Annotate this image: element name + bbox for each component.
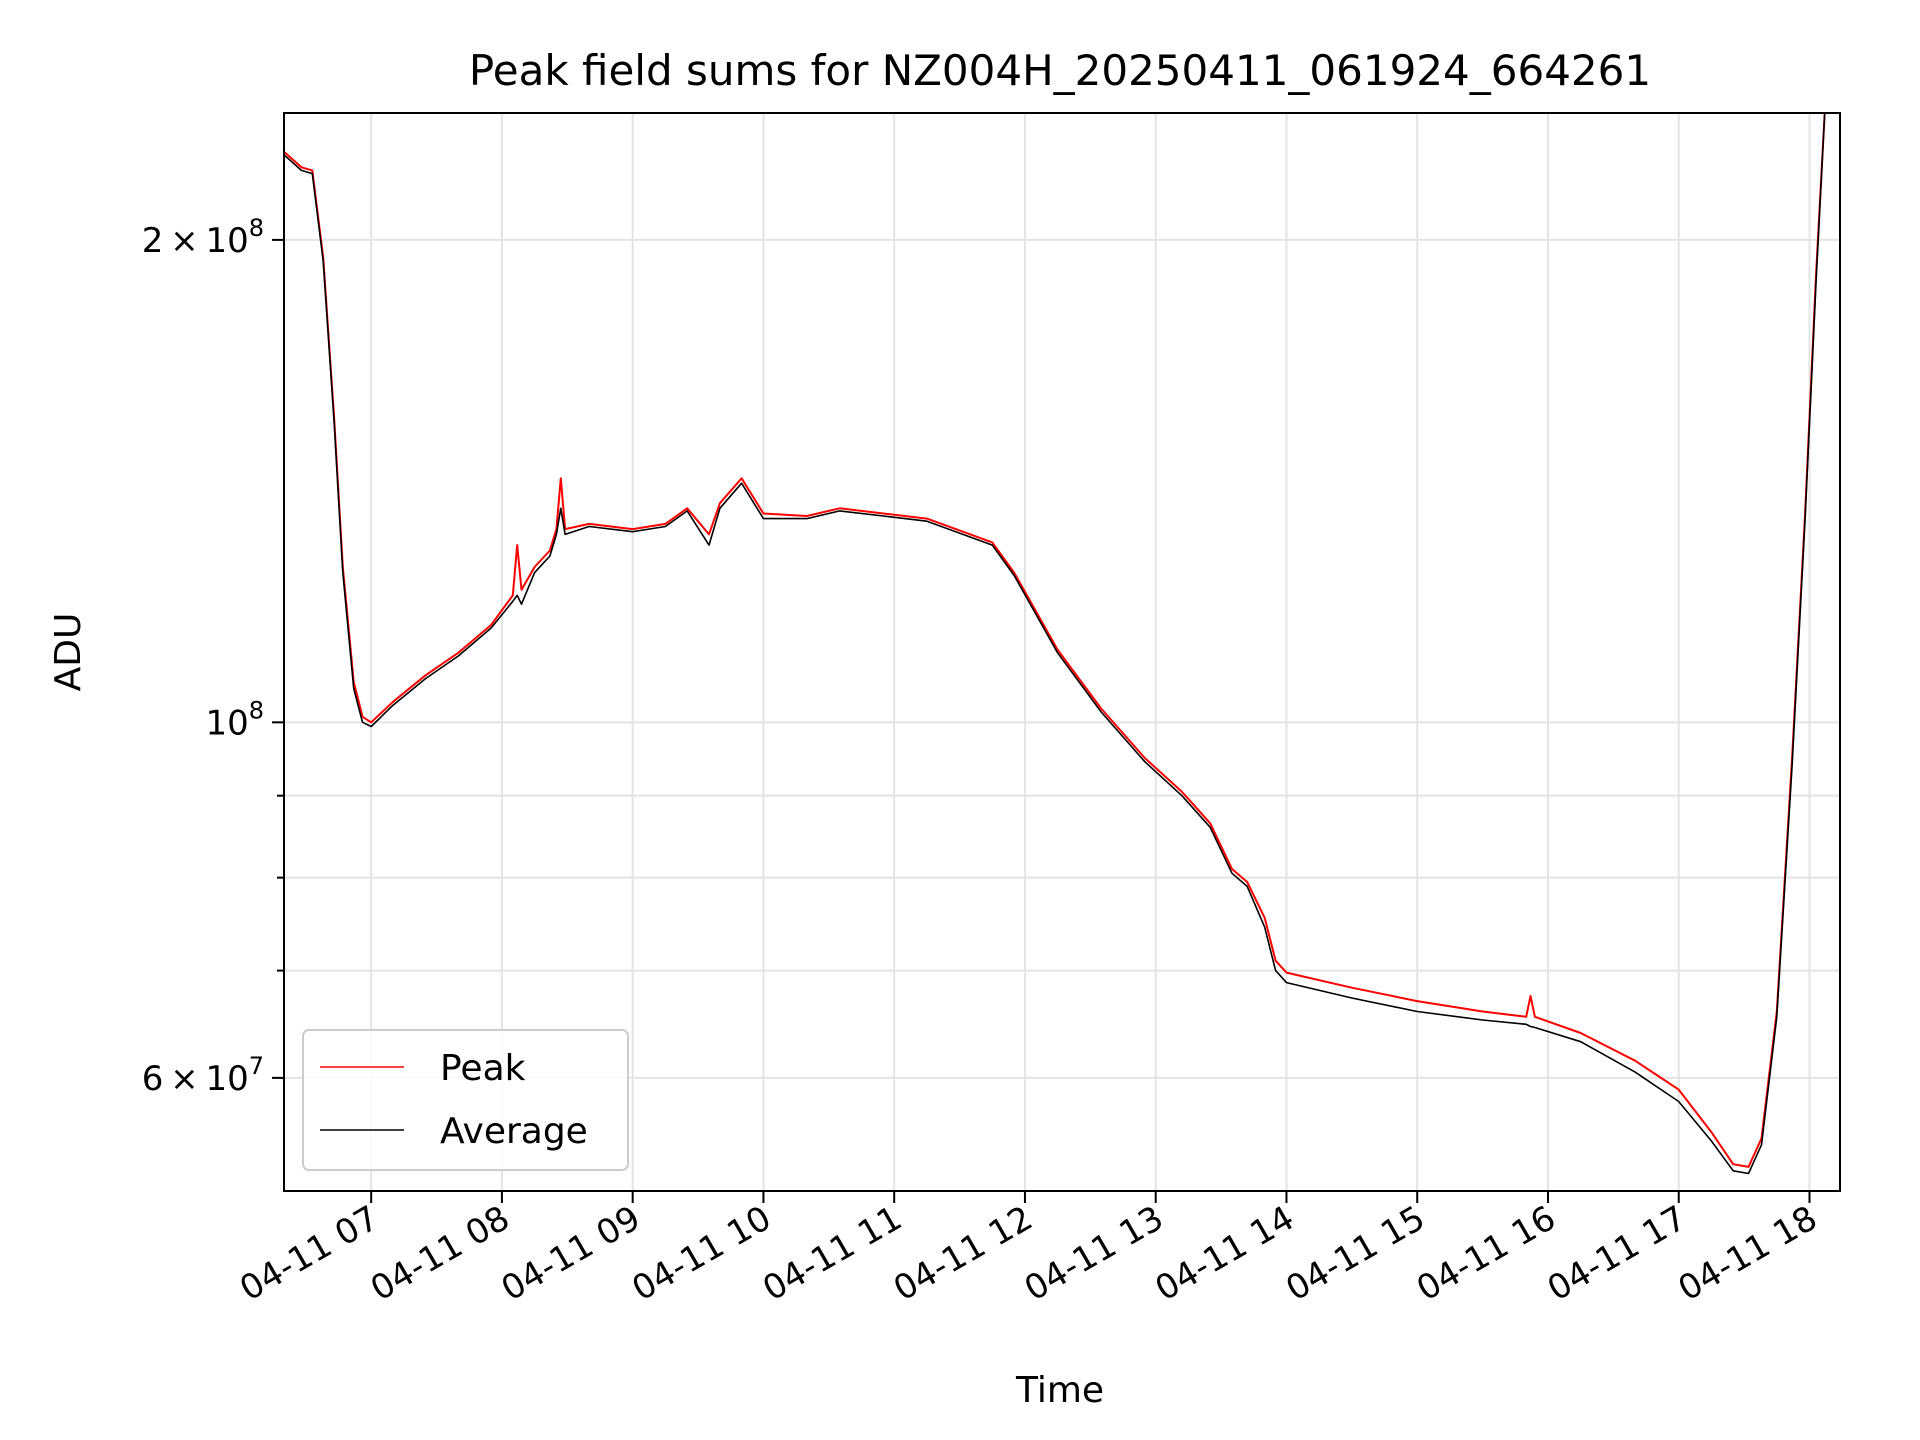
y-tick-label: 6 × 107 [142,1052,264,1099]
series-line-peak [284,113,1826,1168]
x-tick-label: 04-11 07 [233,1198,385,1309]
series-group [284,113,1826,1175]
y-tick-exponent: 8 [249,214,264,242]
y-tick-exponent: 7 [249,1052,264,1080]
legend-label-average: Average [440,1111,588,1152]
x-tick-label: 04-11 14 [1149,1198,1301,1309]
plot-frame [283,112,1841,1192]
x-tick-label: 04-11 12 [887,1198,1039,1309]
x-tick-label: 04-11 08 [364,1198,516,1309]
x-tick-label: 04-11 10 [626,1198,778,1309]
legend-label-peak: Peak [440,1048,526,1089]
x-tick-label: 04-11 16 [1410,1198,1562,1309]
legend: Peak Average [302,1029,629,1171]
x-tick-label: 04-11 13 [1018,1198,1170,1309]
x-tick-label: 04-11 09 [495,1198,647,1309]
x-tick-label: 04-11 18 [1672,1198,1824,1309]
grid [284,113,1840,1191]
series-line-average [284,113,1826,1175]
y-tick-base: 6 × 10 [142,1059,249,1099]
legend-box [302,1029,629,1171]
x-tick-label: 04-11 17 [1541,1198,1693,1309]
y-axis-label: ADU [48,613,89,692]
y-tick-base: 10 [205,703,248,743]
x-axis-label: Time [1015,1370,1104,1411]
y-tick-label: 108 [205,696,264,743]
y-tick-base: 2 × 10 [142,221,249,261]
y-tick-exponent: 8 [249,696,264,724]
y-tick-label: 2 × 108 [142,214,264,261]
plot-background [284,113,1840,1191]
chart-title: Peak field sums for NZ004H_20250411_0619… [469,46,1651,95]
x-tick-label: 04-11 11 [756,1198,908,1309]
x-tick-label: 04-11 15 [1279,1198,1431,1309]
